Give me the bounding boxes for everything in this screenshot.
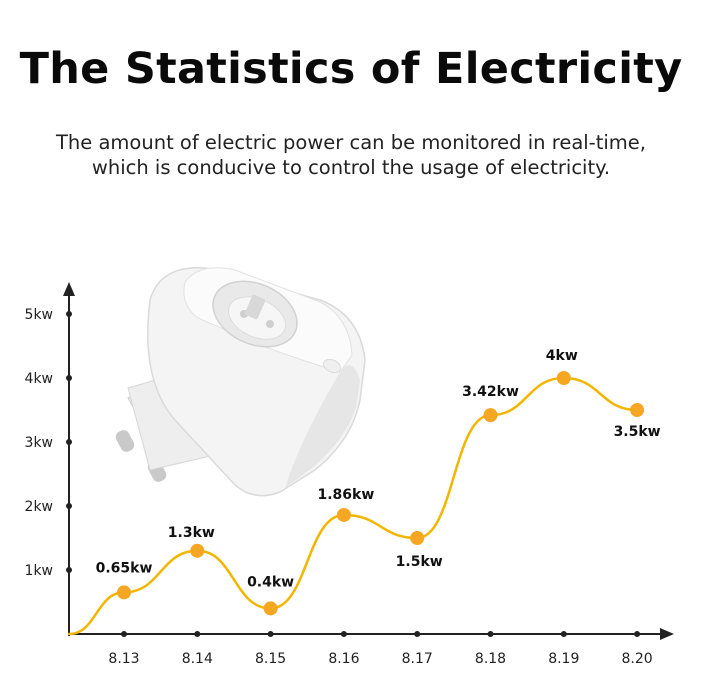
x-tick-label: 8.14 <box>182 651 213 667</box>
x-tick-label: 8.13 <box>108 651 139 667</box>
data-label: 0.65kw <box>96 560 153 576</box>
data-label: 1.86kw <box>318 487 375 503</box>
x-tick-mark <box>560 631 567 637</box>
x-axis <box>69 628 674 640</box>
x-tick-label: 8.16 <box>328 651 359 667</box>
data-point <box>117 585 131 600</box>
data-label: 1.5kw <box>396 554 443 570</box>
subtitle-line-2: which is conducive to control the usage … <box>91 156 611 179</box>
x-axis-arrow-icon <box>660 628 674 640</box>
data-point <box>190 543 205 558</box>
data-label: 3.5kw <box>614 424 661 440</box>
data-point <box>630 403 645 417</box>
x-tick-label: 8.17 <box>402 651 433 667</box>
data-label: 1.3kw <box>168 525 215 541</box>
y-tick-label: 2kw <box>25 499 53 515</box>
y-tick-mark <box>66 375 72 381</box>
y-tick-mark <box>66 567 72 573</box>
data-label: 0.4kw <box>247 574 294 590</box>
x-tick-label: 8.20 <box>622 651 653 667</box>
y-tick-mark <box>66 439 72 445</box>
y-axis <box>63 282 75 636</box>
x-tick-mark <box>267 631 274 637</box>
data-point <box>483 408 498 423</box>
y-tick-mark <box>66 503 72 509</box>
data-label: 4kw <box>546 348 578 364</box>
x-tick-label: 8.15 <box>255 651 286 667</box>
data-point <box>336 507 351 522</box>
data-point <box>410 531 425 545</box>
subtitle-line-1: The amount of electric power can be moni… <box>56 131 646 154</box>
data-point <box>556 371 571 385</box>
x-tick-label: 8.18 <box>475 651 506 667</box>
x-tick-mark <box>340 631 347 637</box>
data-point <box>263 601 278 616</box>
x-tick-mark <box>487 631 494 637</box>
y-tick-label: 1kw <box>25 563 53 579</box>
y-tick-label: 3kw <box>25 435 53 451</box>
page-title: The Statistics of Electricity <box>19 44 683 94</box>
y-axis-arrow-icon <box>63 282 75 296</box>
x-tick-mark <box>414 631 421 637</box>
y-tick-mark <box>66 311 72 317</box>
x-tick-mark <box>634 631 641 637</box>
x-tick-mark <box>121 631 127 637</box>
smart-plug-image <box>115 267 366 497</box>
y-tick-label: 5kw <box>25 307 53 323</box>
x-tick-mark <box>194 631 201 637</box>
data-label: 3.42kw <box>462 384 519 400</box>
x-tick-label: 8.19 <box>548 651 579 667</box>
y-tick-label: 4kw <box>25 371 53 387</box>
